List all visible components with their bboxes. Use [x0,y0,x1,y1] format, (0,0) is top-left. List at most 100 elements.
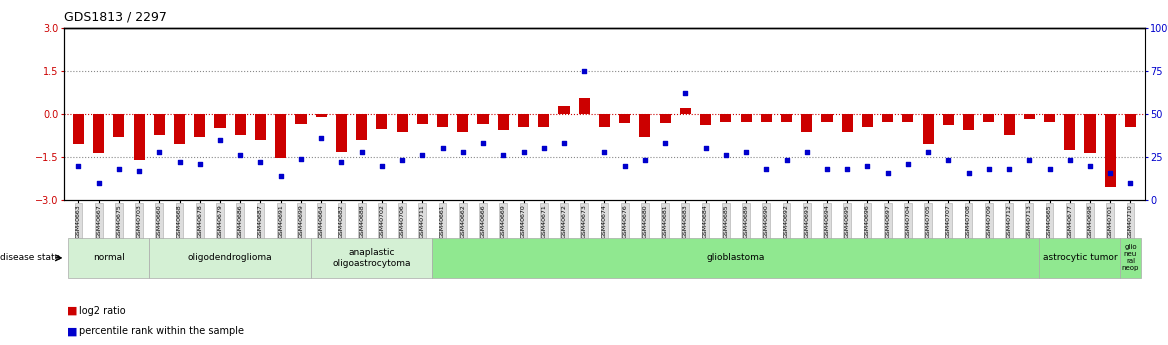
Text: disease state: disease state [0,253,61,263]
Bar [619,114,631,123]
Bar [336,114,347,152]
Bar [1084,114,1096,152]
Point [535,146,554,151]
Point [635,158,654,163]
Point [150,149,168,155]
Point [271,173,290,179]
Bar [356,114,367,140]
Bar [194,114,206,137]
Point [231,152,250,158]
Point [1000,166,1018,172]
Bar [235,114,245,135]
Point [474,140,493,146]
Point [392,158,411,163]
Point [655,140,674,146]
Bar [801,114,812,132]
Point [757,166,776,172]
Bar [821,114,833,122]
Point [89,180,107,186]
Point [555,140,573,146]
Point [980,166,999,172]
Bar [741,114,752,122]
Bar [578,98,590,114]
Bar [1105,114,1115,187]
Point [453,149,472,155]
Point [251,159,270,165]
Point [514,149,533,155]
Point [777,158,795,163]
Point [1080,163,1099,168]
Bar [276,114,286,158]
Bar [1125,114,1136,127]
Point [171,159,189,165]
Point [858,163,877,168]
Point [110,166,128,172]
Bar [558,106,570,114]
Point [190,161,209,167]
Bar [700,114,711,125]
Bar [862,114,872,127]
Bar [721,114,731,122]
Bar [133,114,145,160]
Bar [517,114,529,127]
Bar [154,114,165,135]
Point [919,149,938,155]
Point [373,163,391,168]
Point [898,161,917,167]
Point [737,149,756,155]
Text: normal: normal [93,253,125,263]
Point [210,137,229,142]
Point [1061,158,1079,163]
Text: anaplastic
oligoastrocytoma: anaplastic oligoastrocytoma [333,248,411,268]
Bar [215,114,225,128]
Text: astrocytic tumor: astrocytic tumor [1043,253,1118,263]
Bar [964,114,974,130]
Text: glio
neu
ral
neop: glio neu ral neop [1121,244,1139,272]
Bar [983,114,994,122]
Text: log2 ratio: log2 ratio [79,306,126,315]
Point [1101,170,1120,175]
Bar [72,114,84,144]
Point [292,156,311,161]
Point [959,170,978,175]
Point [1121,180,1140,186]
Point [130,168,148,174]
Bar [1003,114,1015,136]
Point [353,149,371,155]
Bar [315,114,327,117]
Point [837,166,856,172]
Bar [923,114,933,144]
Point [716,152,735,158]
Bar [437,114,449,127]
Point [878,170,897,175]
Point [575,68,593,73]
Bar [113,114,125,137]
Bar [760,114,772,122]
Bar [538,114,549,127]
Bar [376,114,388,129]
Bar [255,114,266,140]
Bar [417,114,427,124]
Point [413,152,432,158]
Point [433,146,452,151]
Bar [174,114,185,144]
Point [676,90,695,96]
Point [494,152,513,158]
Point [69,163,88,168]
Bar [680,108,691,114]
Text: percentile rank within the sample: percentile rank within the sample [79,326,244,336]
Bar [842,114,853,132]
Point [595,149,613,155]
Bar [639,114,651,137]
Point [616,163,634,168]
Bar [457,114,468,132]
Bar [397,114,408,132]
Point [312,135,331,141]
Bar [599,114,610,127]
Bar [781,114,792,122]
Text: GDS1813 / 2297: GDS1813 / 2297 [64,10,167,23]
Bar [93,114,104,152]
Point [798,149,816,155]
Bar [1064,114,1076,150]
Bar [882,114,894,122]
